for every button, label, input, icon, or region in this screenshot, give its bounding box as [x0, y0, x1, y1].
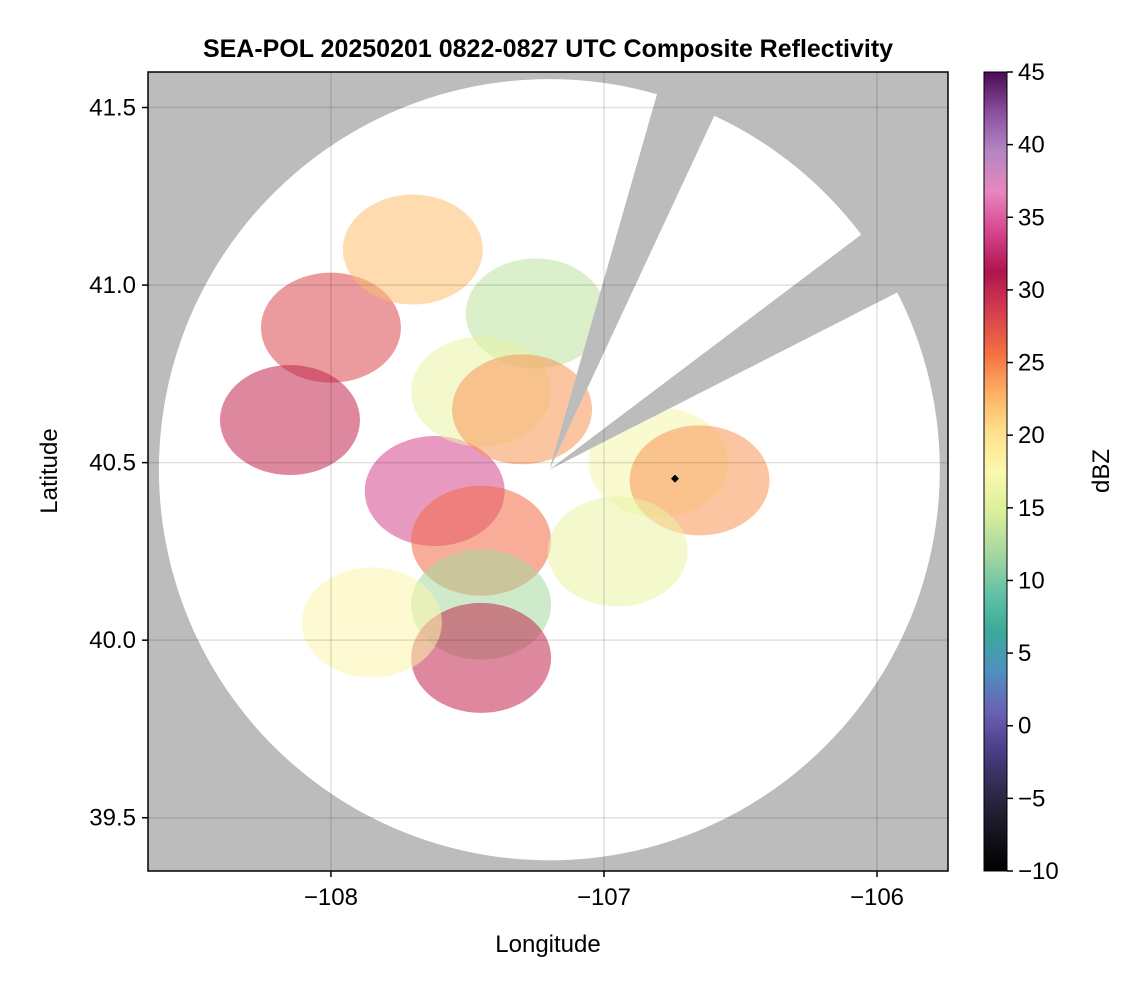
colorbar-tick-label-1: −5	[1018, 785, 1045, 812]
colorbar-tick-label-5: 15	[1018, 495, 1045, 522]
y-tick-label-1: 40.0	[89, 627, 136, 654]
y-tick-label-4: 41.5	[89, 95, 136, 122]
y-tick-label-3: 41.0	[89, 272, 136, 299]
colorbar-tick-label-9: 35	[1018, 204, 1045, 231]
colorbar-tick-label-11: 45	[1018, 59, 1045, 86]
y-tick-label-2: 40.5	[89, 450, 136, 477]
colorbar-tick-label-2: 0	[1018, 713, 1031, 740]
colorbar: −10 −5 0 5 10 15 20 25 30 35 40 45 dBZ	[983, 59, 1115, 885]
colorbar-label: dBZ	[1088, 449, 1115, 493]
colorbar-tick-label-7: 25	[1018, 350, 1045, 377]
colorbar-tick-label-8: 30	[1018, 277, 1045, 304]
grid-lines	[148, 72, 948, 871]
colorbar-scale	[983, 71, 1008, 872]
reflectivity-echoes	[219, 194, 770, 713]
plot-frame	[147, 71, 949, 872]
colorbar-tick-label-4: 10	[1018, 567, 1045, 594]
y-axis-label: Latitude	[36, 428, 63, 513]
echo-cell-0	[260, 272, 401, 383]
echo-cell-7	[452, 354, 593, 465]
colorbar-tick-label-10: 40	[1018, 132, 1045, 159]
echo-cell-13	[301, 567, 442, 678]
echo-cell-9	[629, 425, 770, 536]
echo-cell-1	[219, 365, 360, 476]
chart-title: SEA-POL 20250201 0822-0827 UTC Composite…	[203, 35, 893, 63]
echo-cell-10	[547, 496, 688, 607]
y-tick-label-0: 39.5	[89, 805, 136, 832]
location-marker	[670, 474, 679, 483]
echo-cell-4	[342, 194, 483, 305]
x-axis-label: Longitude	[495, 931, 600, 958]
plot-area	[148, 72, 948, 871]
x-axis: −108 −107 −106	[304, 871, 904, 911]
y-axis: 39.5 40.0 40.5 41.0 41.5	[89, 95, 148, 832]
x-tick-label-2: −106	[850, 884, 904, 911]
x-tick-label-0: −108	[304, 884, 358, 911]
colorbar-ticks: −10 −5 0 5 10 15 20 25 30 35 40 45	[1007, 59, 1059, 885]
colorbar-tick-label-0: −10	[1018, 858, 1059, 885]
colorbar-tick-label-6: 20	[1018, 422, 1045, 449]
echo-cell-12	[411, 602, 552, 713]
colorbar-tick-label-3: 5	[1018, 640, 1031, 667]
x-tick-label-1: −107	[577, 884, 631, 911]
